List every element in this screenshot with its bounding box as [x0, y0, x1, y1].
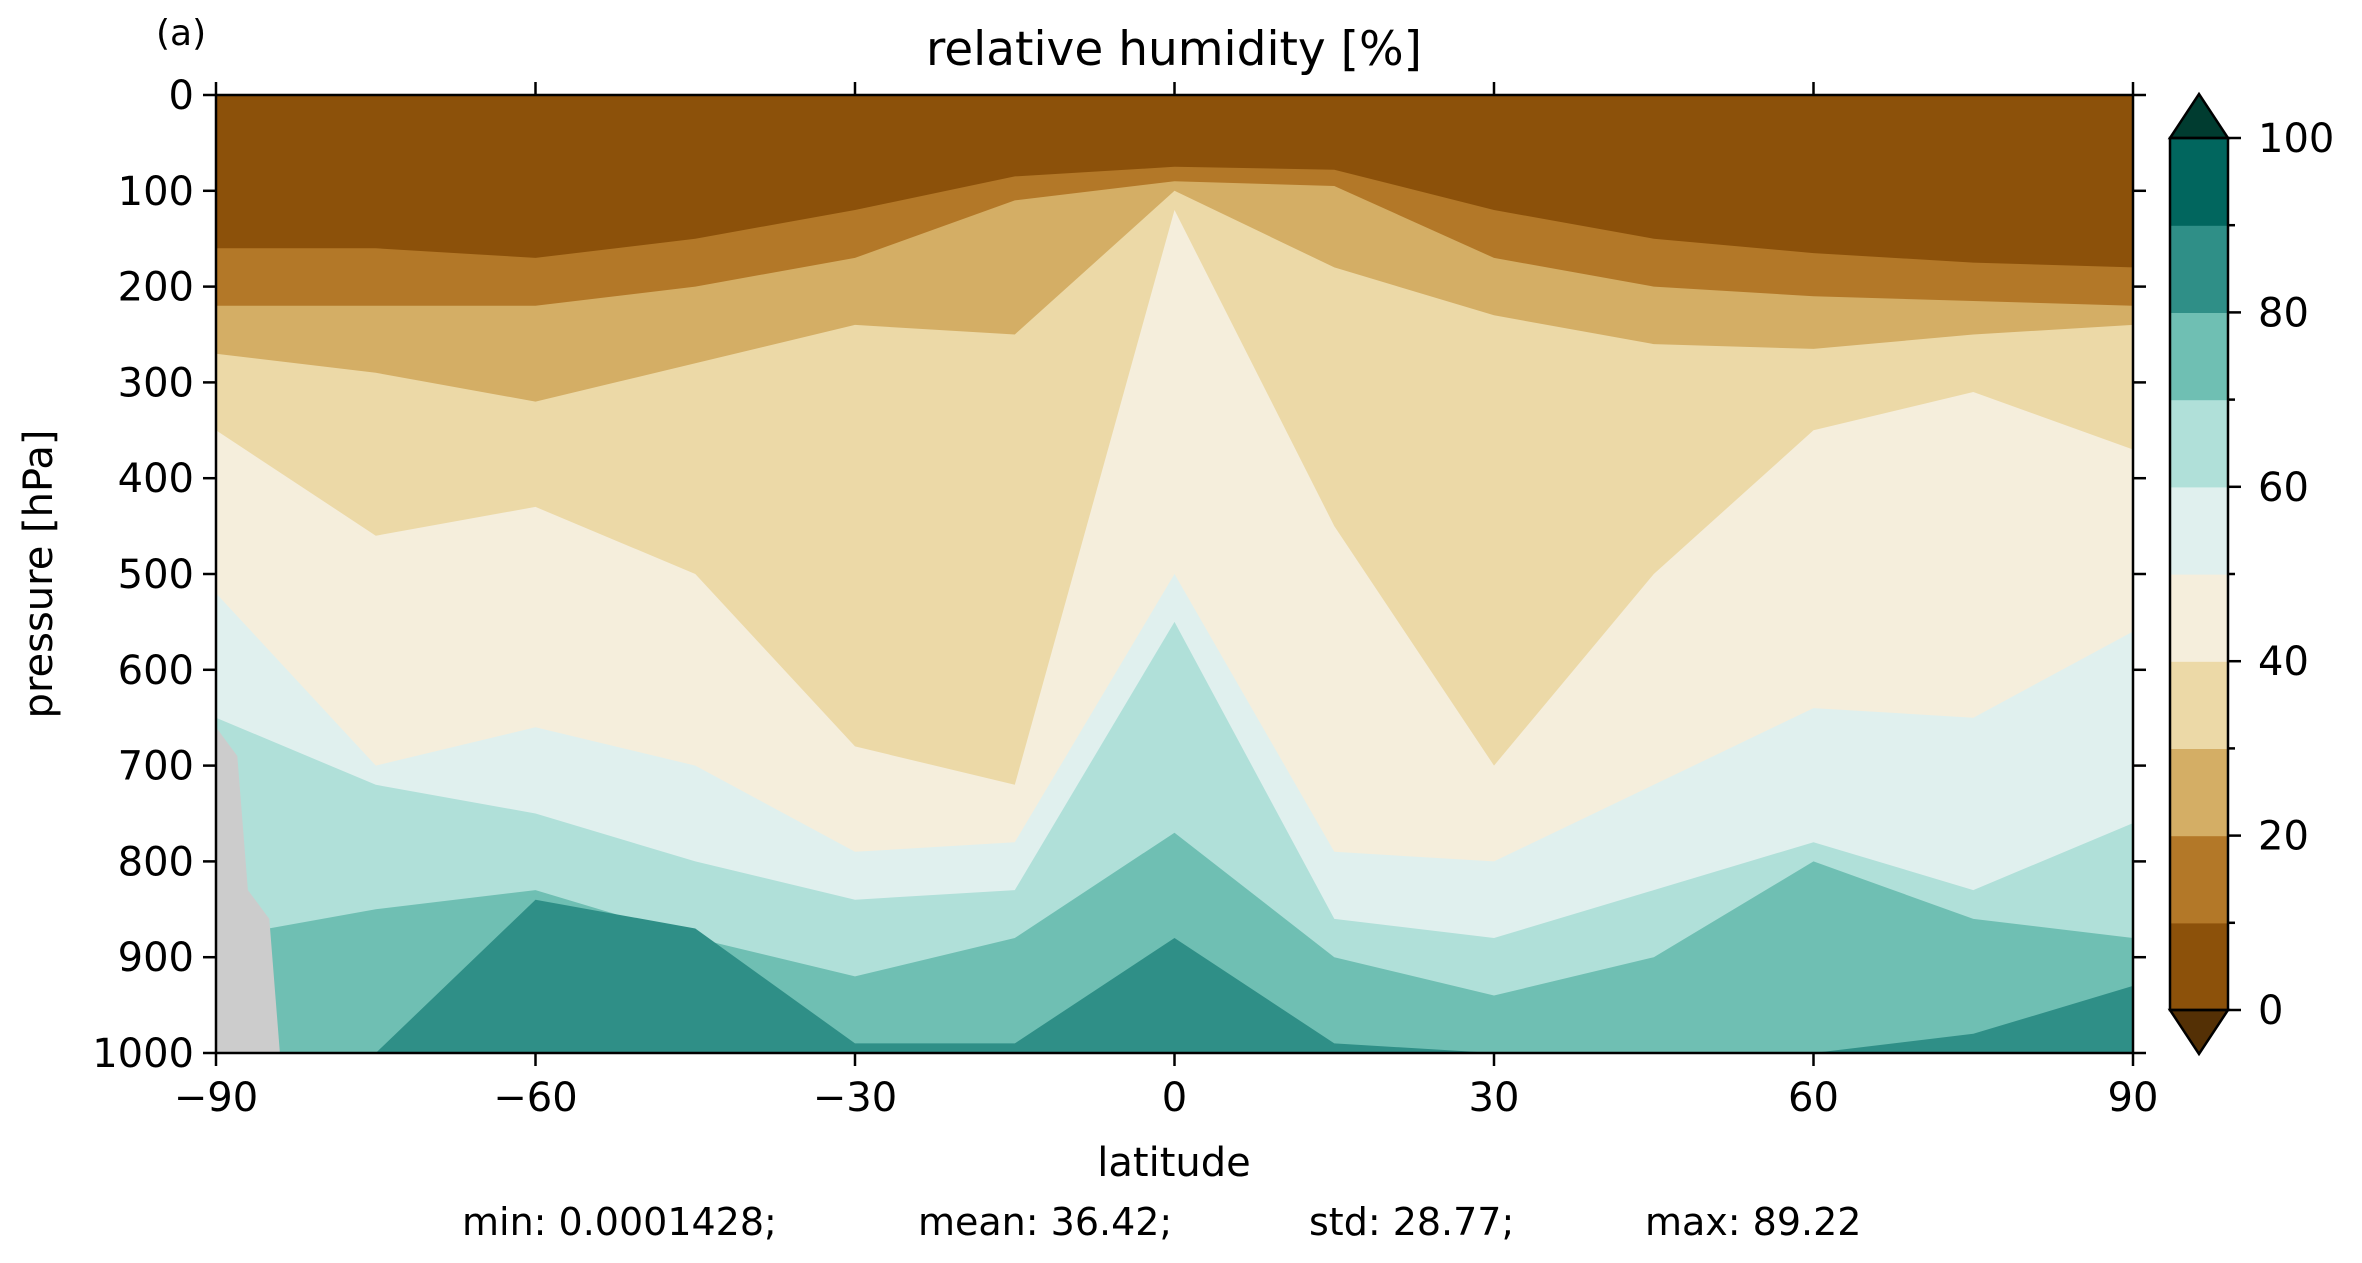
colorbar-extend-over: [2167, 91, 2231, 140]
x-tick-label: 90: [2108, 1075, 2159, 1121]
colorbar-tick-label: 0: [2258, 988, 2283, 1034]
missing-data-region: [216, 727, 568, 1053]
contour-band-80-90: [216, 899, 2133, 1053]
stat-max: max: 89.22: [1645, 1200, 1862, 1244]
y-tick-label: 500: [118, 552, 194, 598]
x-tick-label: 30: [1469, 1075, 1520, 1121]
colorbar-extend-under: [2167, 1008, 2231, 1057]
y-tick-label: 300: [118, 360, 194, 406]
statistics-line: min: 0.0001428; mean: 36.42; std: 28.77;…: [0, 1200, 2362, 1260]
stat-min: min: 0.0001428;: [462, 1200, 777, 1244]
colorbar: 0 20 40 60 80 100: [2167, 91, 2334, 1057]
y-tick-label: 700: [118, 744, 194, 790]
y-tick-label: 900: [118, 935, 194, 981]
x-axis-label: latitude: [1097, 1140, 1250, 1186]
x-tick-label: 60: [1788, 1075, 1839, 1121]
chart-title: relative humidity [%]: [926, 22, 1422, 77]
colorbar-tick-label: 40: [2258, 639, 2309, 685]
x-axis-ticks: −90 −60 −30 0 30 60 90: [174, 82, 2159, 1121]
stat-mean: mean: 36.42;: [918, 1200, 1173, 1244]
colorbar-segment-60-70: [2170, 399, 2228, 488]
y-tick-label: 1000: [92, 1031, 194, 1077]
panel-label: (a): [156, 13, 206, 54]
colorbar-segment-30-40: [2170, 661, 2228, 749]
y-axis-ticks: 0 100 200 300 400 500 600 700 800 900 1000: [92, 73, 2146, 1077]
missing-data-fill: [216, 727, 568, 1053]
x-tick-label: −30: [813, 1075, 897, 1121]
contour-fills: [216, 95, 2133, 1053]
colorbar-segment-90-100: [2170, 138, 2228, 226]
colorbar-segment-0-10: [2170, 922, 2228, 1011]
x-tick-label: −90: [174, 1075, 258, 1121]
colorbar-tick-label: 100: [2258, 116, 2334, 162]
colorbar-tick-label: 20: [2258, 814, 2309, 860]
colorbar-segment-80-90: [2170, 225, 2228, 313]
stat-std: std: 28.77;: [1309, 1200, 1515, 1244]
y-tick-label: 200: [118, 265, 194, 311]
x-tick-label: −60: [493, 1075, 577, 1121]
colorbar-segment-40-50: [2170, 574, 2228, 662]
y-tick-label: 400: [118, 456, 194, 502]
colorbar-tick-label: 60: [2258, 465, 2309, 511]
x-tick-label: 0: [1162, 1075, 1187, 1121]
y-tick-label: 100: [118, 169, 194, 215]
colorbar-segment-50-60: [2170, 486, 2228, 575]
colorbar-segment-70-80: [2170, 312, 2228, 401]
colorbar-tick-label: 80: [2258, 290, 2309, 336]
y-tick-label: 0: [169, 73, 194, 119]
colorbar-segment-20-30: [2170, 748, 2228, 837]
y-axis-label: pressure [hPa]: [16, 430, 62, 719]
colorbar-segment-10-20: [2170, 835, 2228, 924]
y-tick-label: 600: [118, 648, 194, 694]
y-tick-label: 800: [118, 839, 194, 885]
